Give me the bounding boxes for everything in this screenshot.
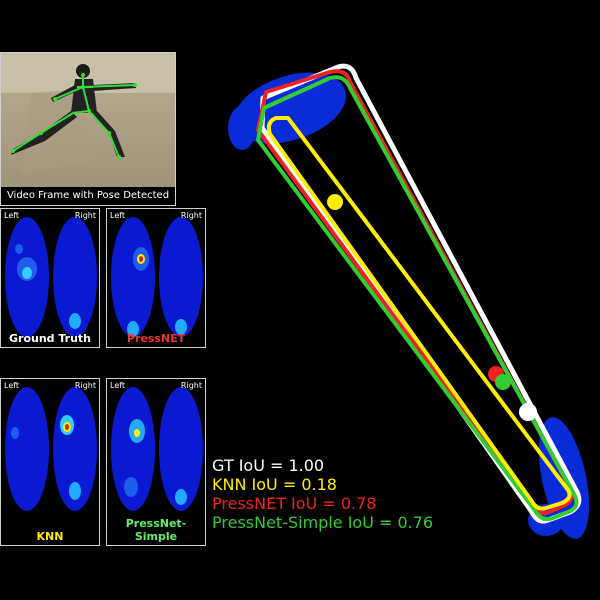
panel-caption-pressnet-simple: PressNet-Simple	[125, 517, 187, 543]
pressnet-simple-centroid	[495, 374, 511, 390]
pressure-heatmap-pressnet-simple	[111, 387, 203, 511]
knn-bbox	[266, 116, 572, 511]
pressure-heatmap-knn	[5, 387, 97, 511]
legend-knn-iou: KNN IoU = 0.18	[212, 475, 337, 494]
panel-pressnet-simple: Left Right PressNet-Simple	[106, 378, 206, 546]
panel-ground-truth: Left Right Ground Truth	[0, 208, 100, 348]
foot-left-label: Left	[4, 381, 20, 390]
gt-centroid	[519, 403, 537, 421]
pressnet-simple-bbox	[256, 75, 579, 522]
video-frame-image	[1, 53, 175, 205]
legend-gt-iou: GT IoU = 1.00	[212, 456, 325, 475]
pressure-heatmap-pressnet	[111, 217, 203, 337]
panel-pressnet: Left Right PressNET	[106, 208, 206, 348]
legend-pressnet-iou: PressNET IoU = 0.78	[212, 494, 377, 513]
video-frame: Video Frame with Pose Detected	[0, 52, 176, 206]
foot-left-label: Left	[110, 381, 126, 390]
panel-knn: Left Right KNN	[0, 378, 100, 546]
knn-centroid	[327, 194, 343, 210]
foot-right-label: Right	[180, 211, 202, 220]
panel-caption-knn: KNN	[36, 530, 64, 543]
foot-right-label: Right	[74, 381, 96, 390]
video-frame-caption: Video Frame with Pose Detected	[1, 187, 175, 205]
pressure-heatmap-ground-truth	[5, 217, 97, 337]
foot-left-label: Left	[4, 211, 20, 220]
iou-legend: GT IoU = 1.00 KNN IoU = 0.18 PressNET Io…	[212, 456, 433, 532]
pose-joints	[11, 73, 137, 159]
foot-left-label: Left	[110, 211, 126, 220]
foot-right-label: Right	[180, 381, 202, 390]
legend-pressnet-simple-iou: PressNet-Simple IoU = 0.76	[212, 513, 434, 532]
foot-right-label: Right	[74, 211, 96, 220]
panel-caption-ground-truth: Ground Truth	[8, 332, 92, 345]
panel-caption-pressnet: PressNET	[126, 332, 186, 345]
